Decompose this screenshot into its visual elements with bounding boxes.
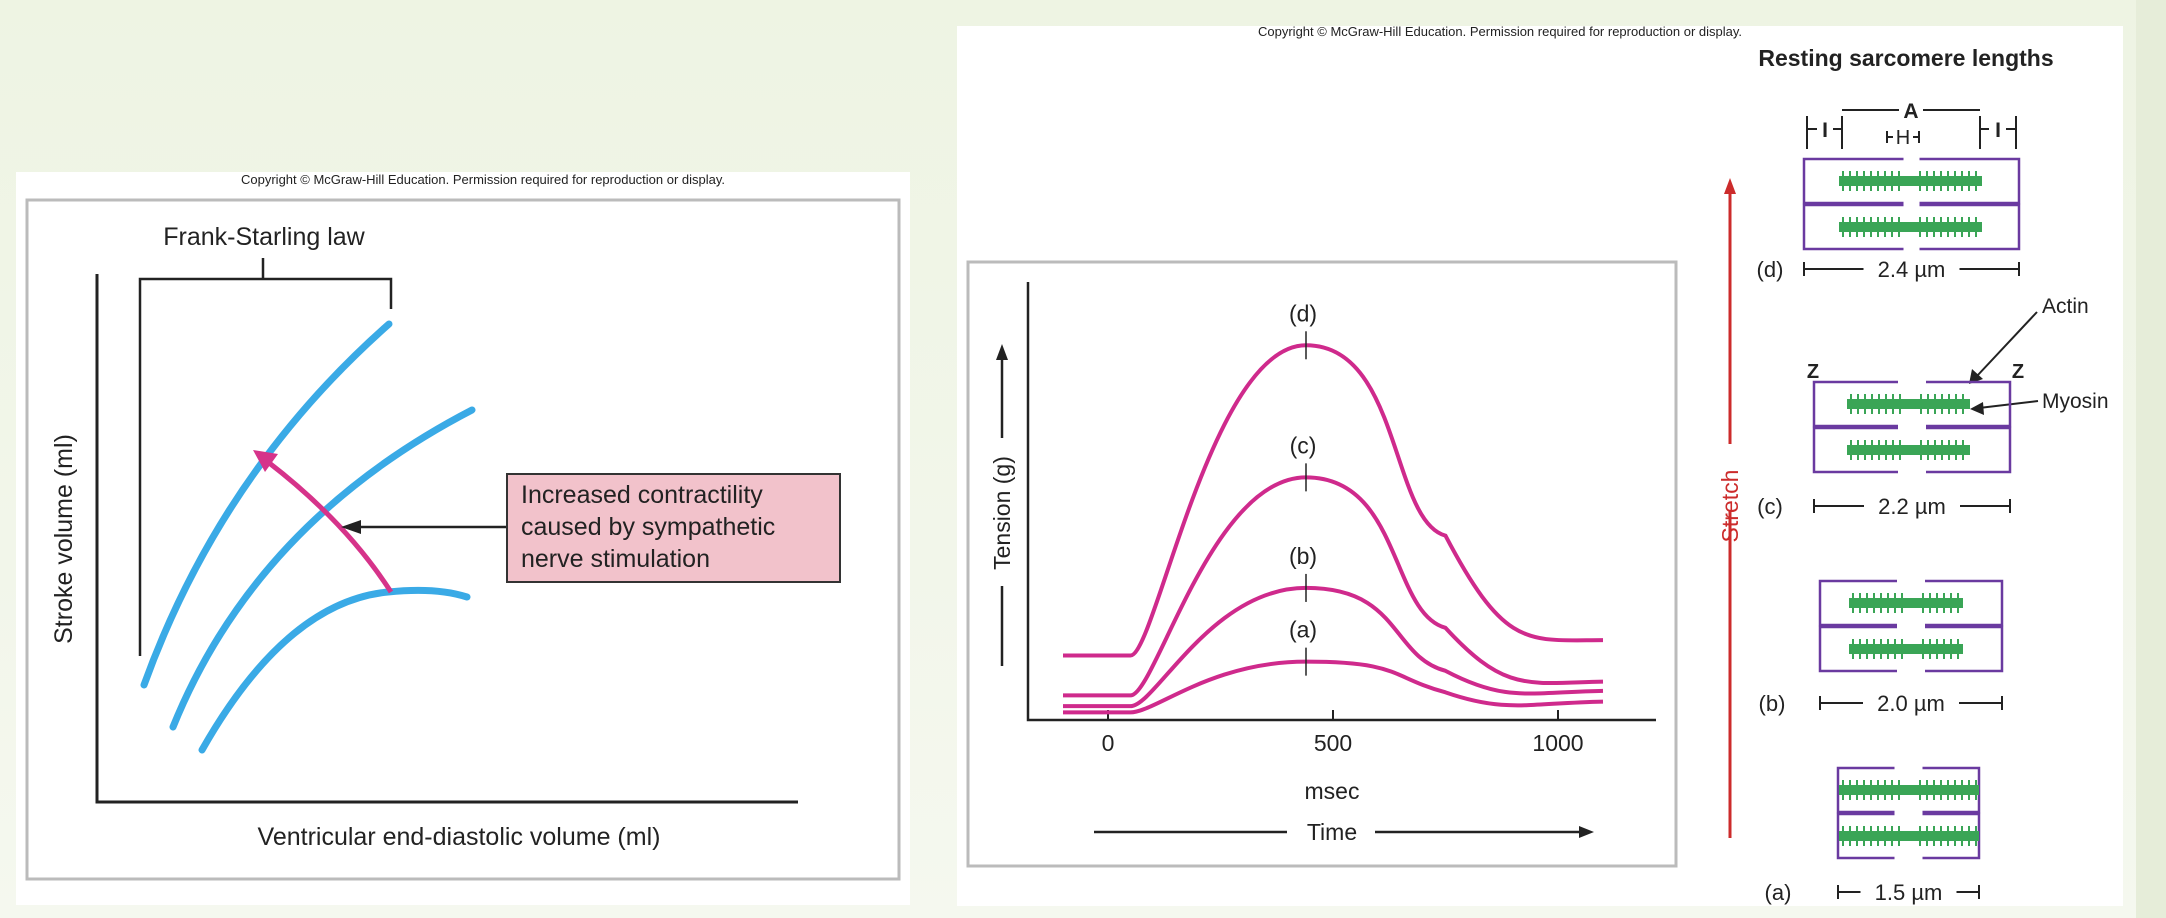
curve-low (198, 586, 471, 754)
copyright-right: Copyright © McGraw-Hill Education. Permi… (1258, 24, 1743, 39)
tension-arrowhead (996, 344, 1008, 360)
z-label-left: Z (1807, 361, 1819, 383)
length-dimension (1819, 696, 2003, 710)
graph-axes (1026, 282, 1656, 722)
graph-axes (95, 274, 798, 804)
myosin-heads (1842, 217, 1977, 237)
tension-curve-c (1063, 475, 1604, 698)
stretch-label: Stretch (1717, 470, 1743, 543)
callout-pointer-head (341, 520, 361, 534)
contractility-arrow (266, 460, 394, 594)
x-tick-label: 500 (1314, 730, 1352, 756)
myosin-pointer-head (1970, 402, 1984, 415)
myosin-heads (1852, 593, 1959, 613)
tension-curve-d (1063, 343, 1604, 658)
sarcomere-length-label: 2.2 µm (1878, 494, 1946, 519)
myosin-filament (1849, 644, 1963, 654)
myosin-filament (1839, 831, 1979, 841)
myosin-filament (1839, 176, 1982, 186)
copyright-left: Copyright © McGraw-Hill Education. Permi… (241, 172, 726, 187)
curve-label: (b) (1289, 543, 1317, 569)
sarcomere-row-label: (b) (1759, 691, 1786, 716)
myosin-pointer (1978, 400, 2039, 409)
actin-filament (1818, 579, 2004, 627)
length-tension-figure: Copyright © McGraw-Hill Education. Permi… (957, 24, 2123, 906)
band-labels (1806, 109, 2017, 149)
sarcomere-title: Resting sarcomere lengths (1758, 45, 2053, 71)
actin-filament (1802, 157, 2021, 205)
frank-starling-figure: Copyright © McGraw-Hill Education. Permi… (16, 172, 910, 905)
curve-label: (d) (1289, 300, 1317, 326)
sarcomere-length-label: 2.4 µm (1878, 257, 1946, 282)
h-zone-label: H (1896, 127, 1910, 149)
curve-middle (169, 406, 476, 731)
callout-line-1: Increased contractility (521, 481, 763, 509)
actin-pointer (1976, 311, 2038, 377)
actin-filament (1812, 380, 2012, 428)
i-band-label-right: I (1995, 119, 2001, 142)
graph-frame (966, 260, 1678, 868)
x-tick-label: 1000 (1532, 730, 1583, 756)
y-axis-label: Tension (g) (989, 456, 1015, 570)
x-axis-label: Ventricular end-diastolic volume (ml) (258, 823, 661, 851)
length-dimension (1837, 885, 1980, 899)
sarcomere-row-c: 2.2 µm (c) (1757, 380, 2012, 519)
actin-filament (1802, 203, 2021, 251)
time-caption: Time (1307, 819, 1357, 845)
callout-box (506, 473, 841, 583)
sarcomere-row-d: 2.4 µm (d) (1757, 157, 2021, 282)
tension-curve-b (1063, 585, 1604, 709)
right-edge-strip (2136, 0, 2166, 918)
curve-label: (a) (1289, 617, 1317, 643)
callout-line-2: caused by sympathetic (521, 513, 775, 541)
time-arrowhead (1579, 826, 1594, 838)
actin-label: Actin (2042, 295, 2089, 318)
sarcomere-length-label: 1.5 µm (1875, 880, 1943, 905)
length-tension-diagram: 0 500 1000 msec Time Tension (g) (a) (b) (c)… (966, 45, 2109, 905)
stretch-arrowhead (1724, 178, 1736, 194)
x-ticks: 0 500 1000 (1102, 710, 1584, 756)
myosin-heads (1850, 394, 1964, 414)
callout-line-3: nerve stimulation (521, 545, 710, 573)
curve-label: (c) (1290, 432, 1317, 458)
sarcomere-row-b: 2.0 µm (b) (1759, 579, 2004, 716)
myosin-heads (1852, 639, 1959, 659)
contractility-arrowhead (253, 450, 278, 472)
sarcomere-row-label: (d) (1757, 257, 1784, 282)
frank-starling-title: Frank-Starling law (163, 223, 365, 251)
a-band-label: A (1903, 100, 1918, 123)
actin-filament (1812, 426, 2012, 474)
myosin-filament (1849, 598, 1963, 608)
actin-pointer-head (1969, 369, 1983, 384)
sarcomere-row-label: (c) (1757, 494, 1783, 519)
curve-high (140, 320, 393, 689)
actin-filament (1818, 625, 2004, 673)
y-axis-label: Stroke volume (ml) (50, 434, 78, 644)
myosin-heads (1842, 780, 1977, 800)
sarcomere-length-label: 2.0 µm (1877, 691, 1945, 716)
sarcomere-row-a: 1.5 µm (a) (1765, 766, 1981, 905)
sarcomere-rows: 2.4 µm (d) 2.2 µm (c) 2.0 µm (b) 1.5 µm (a) (1757, 157, 2021, 905)
myosin-heads (1842, 171, 1977, 191)
myosin-filament (1847, 445, 1970, 455)
myosin-heads (1842, 826, 1977, 846)
myosin-filament (1839, 785, 1979, 795)
tension-curve-a (1063, 659, 1604, 715)
frank-starling-diagram: Frank-Starling law Stroke volume (ml) Ve… (25, 198, 901, 881)
z-label-right: Z (2012, 361, 2024, 383)
x-tick-label: 0 (1102, 730, 1115, 756)
x-axis-label: msec (1305, 778, 1360, 804)
tension-curves: (a) (b) (c) (d) (1063, 300, 1604, 715)
i-band-label-left: I (1822, 119, 1828, 142)
myosin-heads (1850, 440, 1964, 460)
length-dimension (1813, 499, 2011, 513)
title-bracket (138, 277, 393, 656)
myosin-label: Myosin (2042, 390, 2109, 413)
length-dimension (1803, 262, 2020, 276)
myosin-filament (1839, 222, 1982, 232)
sarcomere-row-label: (a) (1765, 880, 1792, 905)
myosin-filament (1847, 399, 1970, 409)
